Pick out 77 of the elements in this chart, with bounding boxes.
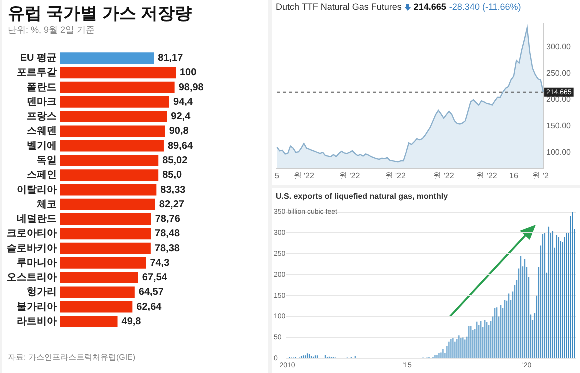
bar bbox=[60, 214, 152, 225]
bar bbox=[60, 111, 168, 123]
y-tick-label: 라트비아 bbox=[17, 316, 57, 328]
data-label: 81,17 bbox=[158, 53, 184, 64]
data-label: 78,48 bbox=[155, 228, 180, 240]
data-label: 85,0 bbox=[162, 170, 182, 182]
bar bbox=[60, 82, 175, 94]
bar bbox=[60, 67, 176, 79]
y-tick-label: 이탈리아 bbox=[17, 184, 57, 196]
data-label: 78,76 bbox=[155, 214, 181, 226]
bar bbox=[60, 242, 151, 254]
y-tick-label: 불가리아 bbox=[17, 302, 57, 313]
y-tick-label: 체코 bbox=[36, 199, 57, 210]
chart-title: Dutch TTF Natural Gas Futures bbox=[276, 2, 402, 12]
y-tick-label: 스웨덴 bbox=[27, 126, 57, 138]
data-label: 49,8 bbox=[122, 316, 142, 328]
bar bbox=[60, 228, 152, 240]
y-tick-label: 덴마크 bbox=[27, 96, 57, 108]
data-label: 74,3 bbox=[150, 258, 170, 269]
data-label: 98,98 bbox=[178, 82, 204, 94]
y-tick-label: 200.00 bbox=[546, 95, 572, 104]
y-tick-label: 네덜란드 bbox=[17, 214, 57, 226]
text: 자료: 가스인프라스트럭처유럽(GIE) bbox=[8, 352, 136, 363]
data-label: 82,27 bbox=[159, 199, 185, 210]
y-tick-label: 스페인 bbox=[27, 170, 57, 182]
data-label: 89,64 bbox=[168, 140, 194, 152]
y-tick-label: 벨기에 bbox=[27, 140, 57, 152]
y-tick-label: 150.00 bbox=[546, 122, 572, 131]
data-label: 62,64 bbox=[136, 302, 162, 313]
x-tick-label: 월 '22 bbox=[434, 171, 455, 180]
y-tick-label: 오스트리아 bbox=[7, 272, 57, 284]
x-tick-label: 5 bbox=[275, 171, 280, 180]
bar bbox=[60, 286, 135, 298]
data-label: 90,8 bbox=[169, 126, 190, 138]
y-tick-label: 슬로바키아 bbox=[7, 243, 57, 254]
y-tick-label: EU 평균 bbox=[20, 53, 57, 64]
bar bbox=[60, 52, 154, 64]
data-label: 85,02 bbox=[162, 155, 188, 166]
y-tick-label: 루마니아 bbox=[17, 258, 57, 269]
x-tick-label: 월 '22 bbox=[294, 171, 315, 180]
chart-title: U.S. exports of liquefied natural gas, monthly bbox=[276, 192, 448, 201]
bar bbox=[60, 257, 146, 269]
y-tick-label: 100.00 bbox=[546, 148, 572, 157]
x-tick-label: 월 '22 bbox=[340, 171, 361, 180]
chart-title: 유럽 국가별 가스 저장량 bbox=[8, 3, 192, 25]
bar bbox=[60, 316, 118, 328]
data-label: 92,4 bbox=[171, 112, 192, 123]
chart-subtitle: 214.665 bbox=[414, 2, 446, 12]
y-tick-label: 헝가리 bbox=[27, 287, 57, 298]
bar bbox=[60, 301, 133, 313]
x-tick-label: 월 '22 bbox=[476, 171, 498, 180]
y-tick-label: 프랑스 bbox=[27, 112, 57, 123]
x-tick-label: 16 bbox=[509, 171, 519, 180]
data-label: 64,57 bbox=[138, 287, 164, 298]
bar bbox=[60, 272, 138, 284]
data-label: 94,4 bbox=[174, 96, 194, 108]
text: -28.340 (-11.66%) bbox=[449, 2, 522, 12]
y-tick-label: 포르투갈 bbox=[17, 68, 57, 79]
y-tick-label: 폴란드 bbox=[27, 82, 57, 94]
y-tick-label: 300.00 bbox=[546, 42, 572, 52]
bar bbox=[60, 96, 170, 108]
chart-subtitle: 단위: %, 9월 2일 기준 bbox=[8, 24, 96, 37]
bar bbox=[60, 198, 156, 210]
data-label: 78,38 bbox=[154, 243, 180, 254]
bar bbox=[60, 170, 159, 182]
data-label: 100 bbox=[180, 68, 198, 79]
y-tick-label: 독일 bbox=[37, 155, 57, 166]
x-tick-label: 월 '22 bbox=[385, 171, 406, 180]
data-label: 67,54 bbox=[142, 272, 168, 284]
bar bbox=[60, 126, 166, 138]
bar bbox=[60, 155, 159, 166]
bar bbox=[60, 140, 164, 152]
data-label: 83,33 bbox=[160, 184, 186, 196]
y-tick-label: 250.00 bbox=[546, 68, 572, 78]
y-tick-label: 크로아티아 bbox=[7, 228, 57, 240]
x-tick-label: 월 '2 bbox=[532, 171, 550, 180]
bar bbox=[60, 184, 157, 196]
